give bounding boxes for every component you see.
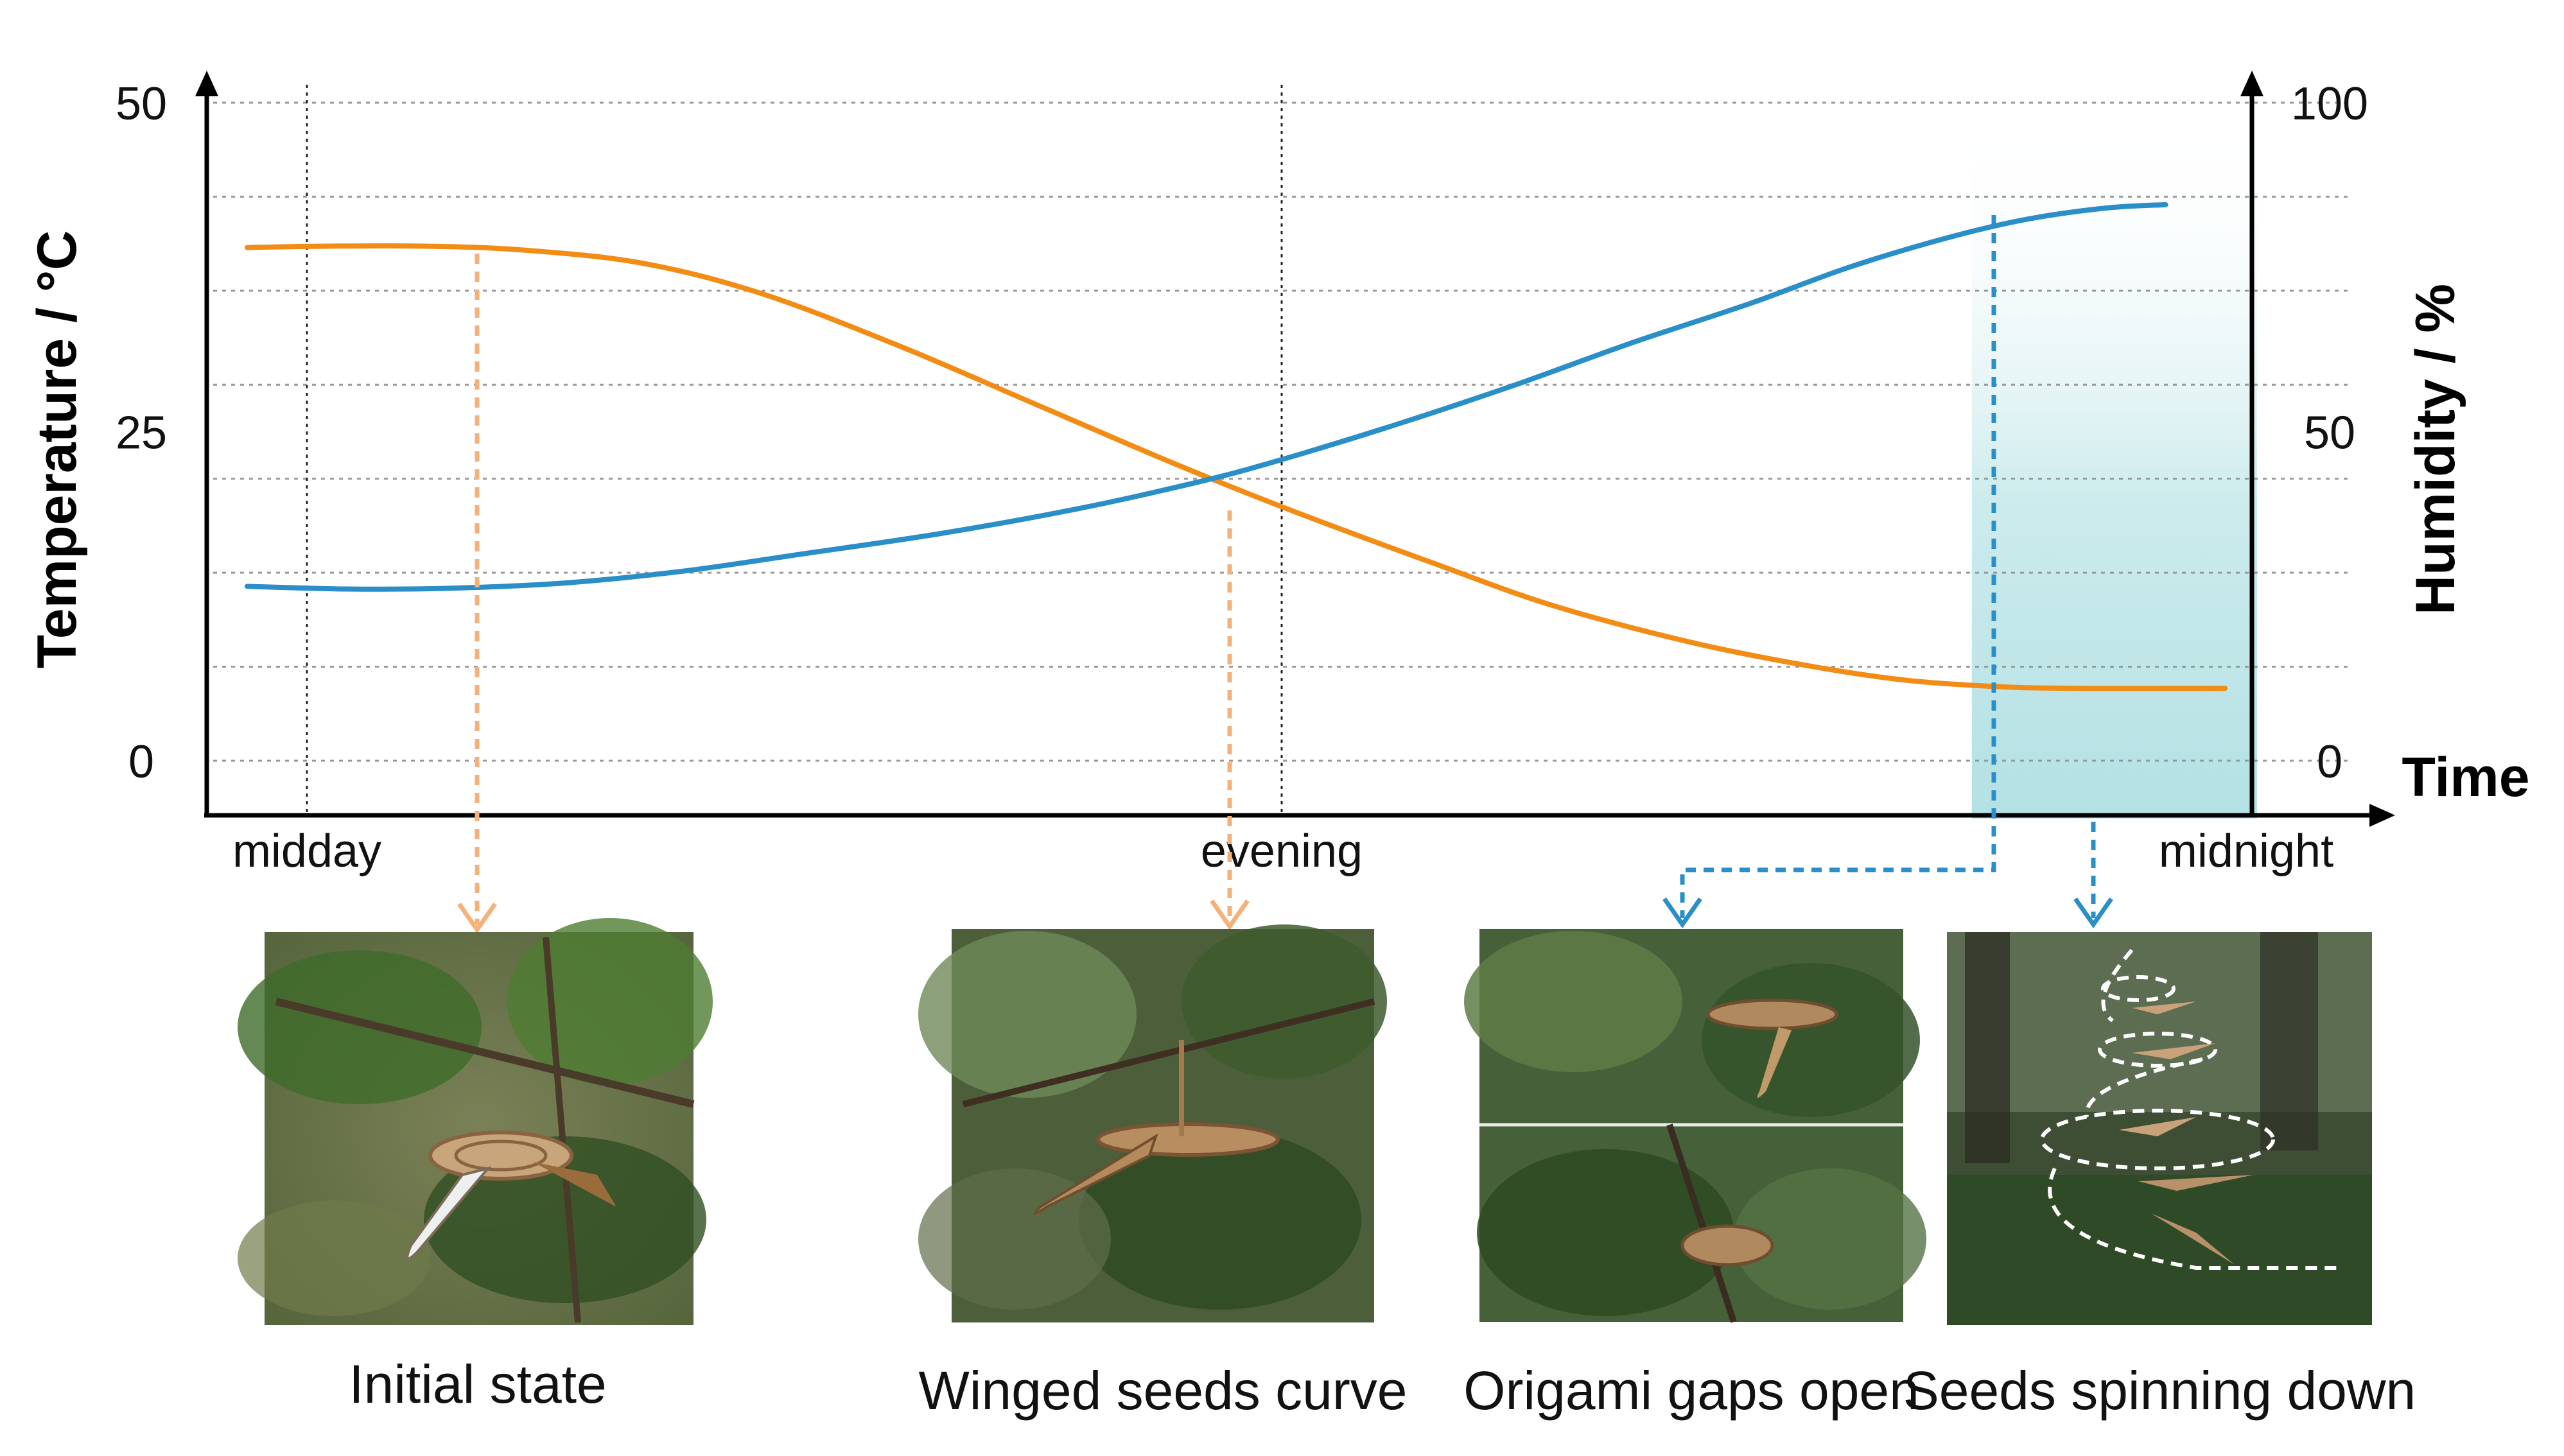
y-right-tick-label: 50 <box>2304 408 2355 459</box>
humidity-line <box>245 202 2168 592</box>
x-axis-arrow <box>2369 804 2395 827</box>
shaded-region <box>1971 112 2257 819</box>
x-axis-title: Time <box>2402 747 2529 808</box>
right-axis-arrow <box>2240 71 2263 96</box>
panel-caption-spinning: Seeds spinning down <box>1903 1360 2416 1421</box>
photo-panel-spinning <box>1947 932 2372 1325</box>
y-left-tick-label: 50 <box>116 78 167 130</box>
photo-panel-initial <box>238 918 713 1325</box>
y-right-tick-label: 0 <box>2317 736 2342 788</box>
left-axis-arrow <box>195 71 218 96</box>
arrow-head-origami <box>1662 897 1702 929</box>
photo-panel-winged <box>918 924 1387 1322</box>
y-left-tick-label: 25 <box>116 408 167 459</box>
y-right-tick-label: 100 <box>2291 78 2368 130</box>
temperature-line <box>245 243 2228 691</box>
arrow-head-winged <box>1210 899 1250 931</box>
arrow-origami <box>1680 215 1996 918</box>
x-tick-label: evening <box>1201 826 1363 877</box>
panel-caption-origami: Origami gaps open <box>1463 1360 1919 1421</box>
panel-caption-initial: Initial state <box>349 1354 607 1414</box>
arrow-head-spinning <box>2073 897 2113 929</box>
arrow-head-initial <box>457 902 497 934</box>
x-tick-label: midday <box>232 826 381 877</box>
y-right-axis-title: Humidity / % <box>2405 284 2466 615</box>
panel-caption-winged: Winged seeds curve <box>918 1360 1407 1421</box>
y-left-tick-label: 0 <box>128 736 154 788</box>
y-left-axis-title: Temperature / °C <box>26 230 88 669</box>
photo-panel-origami <box>1464 929 1926 1323</box>
x-tick-label: midnight <box>2159 826 2333 877</box>
plot-area: 0 25 50 0 50 100 midday evening midnight Temperat… <box>26 71 2530 934</box>
